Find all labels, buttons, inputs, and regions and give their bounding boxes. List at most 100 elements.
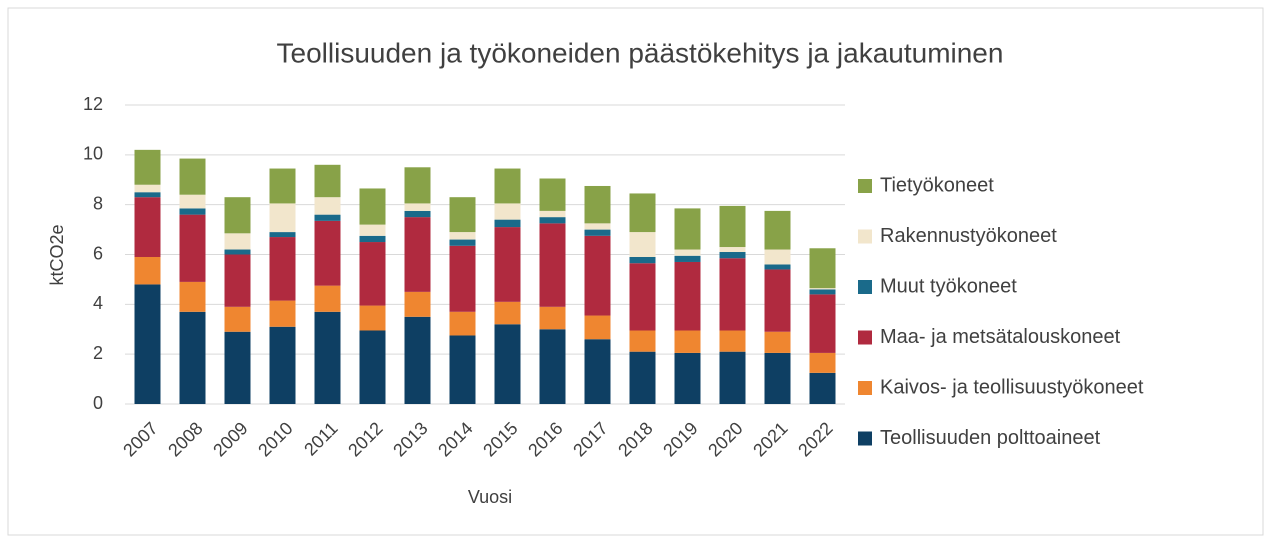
y-tick-label: 4 [93, 293, 103, 313]
bar-segment [314, 220, 341, 286]
bar-segment [269, 300, 296, 327]
bar-segment [179, 281, 206, 312]
bar-segment [629, 232, 656, 257]
bar-segment [629, 193, 656, 233]
bar-segment [359, 242, 386, 306]
bar-segment [449, 245, 476, 312]
bar-segment [269, 326, 296, 404]
bar-segment [629, 330, 656, 352]
y-tick-label: 10 [83, 144, 103, 164]
bar-segment [719, 351, 746, 404]
bar-segment [449, 311, 476, 336]
bar-segment [314, 197, 341, 215]
legend-label: Kaivos- ja teollisuustyökoneet [880, 376, 1144, 398]
legend-swatch [858, 179, 872, 193]
legend-label: Maa- ja metsätalouskoneet [880, 326, 1121, 348]
bar-segment [809, 372, 836, 404]
bar-segment [134, 149, 161, 185]
bar-segment [539, 223, 566, 307]
chart-title: Teollisuuden ja työkoneiden päästökehity… [277, 37, 1004, 68]
bar-segment [449, 239, 476, 246]
bar-segment [539, 306, 566, 330]
legend-swatch [858, 431, 872, 446]
bar-segment [584, 185, 611, 224]
bar-segment [314, 285, 341, 312]
bar-segment [719, 330, 746, 352]
bar-segment [494, 324, 521, 404]
bar-segment [359, 305, 386, 331]
bar-segment [764, 331, 791, 353]
bar-segment [719, 258, 746, 331]
bar-segment [494, 168, 521, 204]
bar-segment [629, 256, 656, 264]
bar-segment [539, 217, 566, 224]
y-tick-label: 0 [93, 393, 103, 413]
bar-segment [134, 192, 161, 198]
bar-segment [179, 214, 206, 282]
bar-segment [674, 208, 701, 250]
bar-segment [404, 210, 431, 218]
bar-segment [719, 205, 746, 248]
bar-segment [359, 235, 386, 243]
bar-segment [764, 249, 791, 265]
bar-segment [314, 311, 341, 404]
legend-label: Teollisuuden polttoaineet [880, 427, 1101, 449]
bar-segment [809, 294, 836, 353]
y-tick-label: 8 [93, 193, 103, 213]
legend-label: Tietyökoneet [880, 174, 994, 196]
bar-segment [179, 158, 206, 195]
bar-segment [449, 232, 476, 240]
bar-segment [449, 197, 476, 233]
bar-segment [179, 194, 206, 209]
bar-segment [269, 203, 296, 233]
bar-segment [809, 289, 836, 295]
y-axis-label: ktCO2e [47, 224, 67, 285]
y-tick-label: 12 [83, 94, 103, 114]
bar-segment [674, 249, 701, 256]
bar-segment [629, 351, 656, 404]
bar-segment [584, 315, 611, 340]
bar-segment [584, 229, 611, 236]
y-tick-label: 2 [93, 343, 103, 363]
legend-swatch [858, 381, 872, 395]
bar-segment [539, 210, 566, 218]
bar-segment [404, 217, 431, 292]
legend-label: Muut työkoneet [880, 275, 1017, 297]
bar-segment [764, 352, 791, 404]
bar-segment [584, 235, 611, 316]
bar-segment [224, 197, 251, 234]
bar-segment [134, 256, 161, 285]
bar-segment [539, 329, 566, 404]
bar-segment [629, 263, 656, 331]
bar-segment [404, 291, 431, 317]
bar-segment [404, 167, 431, 204]
bar-segment [584, 339, 611, 404]
bar-segment [224, 331, 251, 404]
bar-segment [179, 311, 206, 404]
bar-segment [404, 316, 431, 404]
bar-segment [314, 214, 341, 221]
bar-segment [809, 248, 836, 289]
bar-segment [539, 178, 566, 211]
bar-segment [494, 219, 521, 228]
bar-segment [269, 168, 296, 204]
legend-swatch [858, 280, 872, 294]
bar-segment [224, 306, 251, 332]
bar-segment [269, 232, 296, 238]
bar-segment [359, 330, 386, 404]
bar-segment [494, 203, 521, 220]
bar-segment [764, 264, 791, 270]
bar-segment [134, 197, 161, 257]
bar-segment [404, 203, 431, 211]
bar-segment [809, 288, 836, 290]
bar-segment [494, 301, 521, 325]
legend-swatch [858, 229, 872, 244]
bar-segment [809, 352, 836, 373]
bar-segment [494, 227, 521, 302]
bar-segment [224, 249, 251, 255]
bar-segment [674, 255, 701, 262]
bar-segment [134, 184, 161, 193]
bar-segment [179, 208, 206, 215]
bar-segment [764, 269, 791, 332]
